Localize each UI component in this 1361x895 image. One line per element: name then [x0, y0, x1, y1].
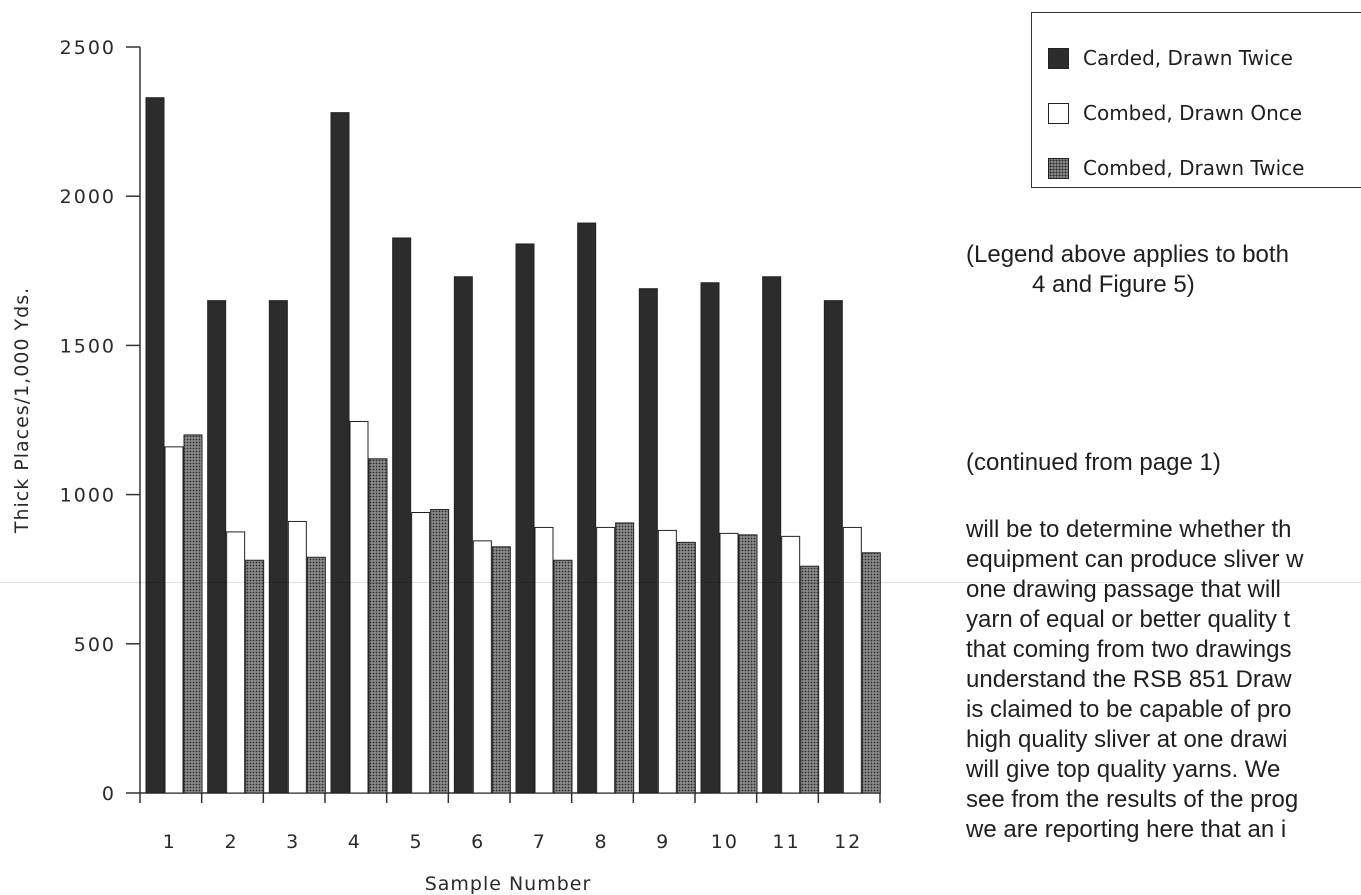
legend-item-carded-drawn-twice: Carded, Drawn Twice	[1048, 45, 1293, 71]
body-line: one drawing passage that will	[966, 576, 1281, 603]
bar-stipple-sample-2	[245, 559, 265, 794]
bar-outline-sample-10	[719, 532, 739, 794]
bar-solid-sample-10	[700, 282, 720, 794]
y-tick-label: 2000	[60, 186, 116, 208]
bar-solid-sample-12	[823, 300, 843, 794]
bar-stipple-sample-1	[183, 434, 203, 794]
bar-stipple-sample-8	[615, 522, 635, 794]
bar-stipple-sample-10	[738, 534, 758, 794]
bar-solid-sample-3	[268, 300, 288, 794]
legend-note: (Legend above applies to both 4 and Figu…	[966, 240, 1289, 300]
x-tick-label: 4	[348, 831, 362, 853]
bar-solid-sample-7	[515, 243, 535, 794]
body-line: equipment can produce sliver w	[966, 546, 1304, 573]
body-line: yarn of equal or better quality t	[966, 606, 1291, 633]
legend-note-line-1: (Legend above applies to both	[966, 241, 1289, 268]
body-line: see from the results of the prog	[966, 786, 1299, 813]
legend-swatch-stipple	[1048, 157, 1069, 179]
bar-outline-sample-3	[287, 520, 307, 794]
bar-outline-sample-11	[781, 535, 801, 794]
y-axis-title: Thick Places/1,000 Yds.	[11, 287, 33, 534]
bar-solid-sample-5	[392, 237, 412, 794]
bar-stipple-sample-3	[306, 556, 326, 794]
x-tick-label: 8	[594, 831, 608, 853]
bar-outline-sample-1	[164, 446, 184, 794]
bar-solid-sample-6	[453, 276, 473, 794]
chart-legend: Carded, Drawn Twice Combed, Drawn Once C…	[1031, 12, 1361, 188]
bar-stipple-sample-6	[491, 546, 511, 794]
bar-stipple-sample-5	[430, 509, 450, 794]
scan-artifact-line	[0, 582, 1361, 583]
bar-outline-sample-5	[411, 512, 431, 794]
x-tick-label: 12	[834, 831, 862, 853]
bar-stipple-sample-9	[676, 541, 696, 794]
bar-solid-sample-1	[145, 97, 165, 794]
legend-label: Combed, Drawn Twice	[1083, 156, 1305, 180]
bar-solid-sample-2	[207, 300, 227, 794]
continued-note: (continued from page 1)	[966, 449, 1221, 476]
bar-outline-sample-8	[596, 526, 616, 794]
body-line: will give top quality yarns. We	[966, 756, 1281, 783]
bar-outline-sample-6	[472, 540, 492, 794]
legend-label: Combed, Drawn Once	[1083, 101, 1303, 125]
y-tick-label: 2500	[60, 37, 116, 59]
x-tick-label: 11	[772, 831, 800, 853]
bar-outline-sample-7	[534, 526, 554, 794]
bar-stipple-sample-7	[553, 559, 573, 794]
x-tick-label: 1	[163, 831, 177, 853]
y-tick-label: 1000	[60, 485, 116, 507]
x-axis-title: Sample Number	[425, 873, 592, 895]
x-tick-label: 3	[286, 831, 300, 853]
bar-solid-sample-11	[762, 276, 782, 794]
x-tick-label: 10	[711, 831, 739, 853]
body-line: we are reporting here that an i	[966, 816, 1287, 843]
legend-label: Carded, Drawn Twice	[1083, 46, 1293, 70]
bar-outline-sample-2	[226, 531, 246, 794]
body-line: is claimed to be capable of pro	[966, 696, 1292, 723]
legend-swatch-outline	[1048, 102, 1069, 124]
bar-solid-sample-4	[330, 112, 350, 794]
x-tick-label: 5	[409, 831, 423, 853]
legend-note-line-2: 4 and Figure 5)	[1032, 271, 1195, 298]
x-tick-label: 7	[533, 831, 547, 853]
body-line: that coming from two drawings	[966, 636, 1292, 663]
bar-stipple-sample-12	[861, 552, 881, 794]
bar-stipple-sample-4	[368, 458, 388, 794]
y-tick-label: 1500	[60, 335, 116, 357]
bar-outline-sample-9	[657, 529, 677, 794]
x-tick-label: 2	[224, 831, 238, 853]
bar-stipple-sample-11	[800, 565, 820, 794]
y-tick-label: 0	[102, 783, 116, 805]
body-line: will be to determine whether th	[966, 516, 1292, 543]
x-tick-label: 6	[471, 831, 485, 853]
legend-item-combed-drawn-twice: Combed, Drawn Twice	[1048, 155, 1304, 181]
bar-outline-sample-4	[349, 420, 369, 794]
body-line: high quality sliver at one drawi	[966, 726, 1288, 753]
plot-bars	[145, 97, 881, 794]
bar-solid-sample-8	[577, 222, 597, 794]
legend-item-combed-drawn-once: Combed, Drawn Once	[1048, 100, 1302, 126]
body-line: understand the RSB 851 Draw	[966, 666, 1292, 693]
legend-swatch-solid	[1048, 47, 1069, 69]
body-text: will be to determine whether th equipmen…	[966, 515, 1304, 845]
y-tick-label: 500	[74, 634, 116, 656]
x-tick-label: 9	[656, 831, 670, 853]
bar-outline-sample-12	[842, 526, 862, 794]
bar-solid-sample-9	[638, 288, 658, 794]
